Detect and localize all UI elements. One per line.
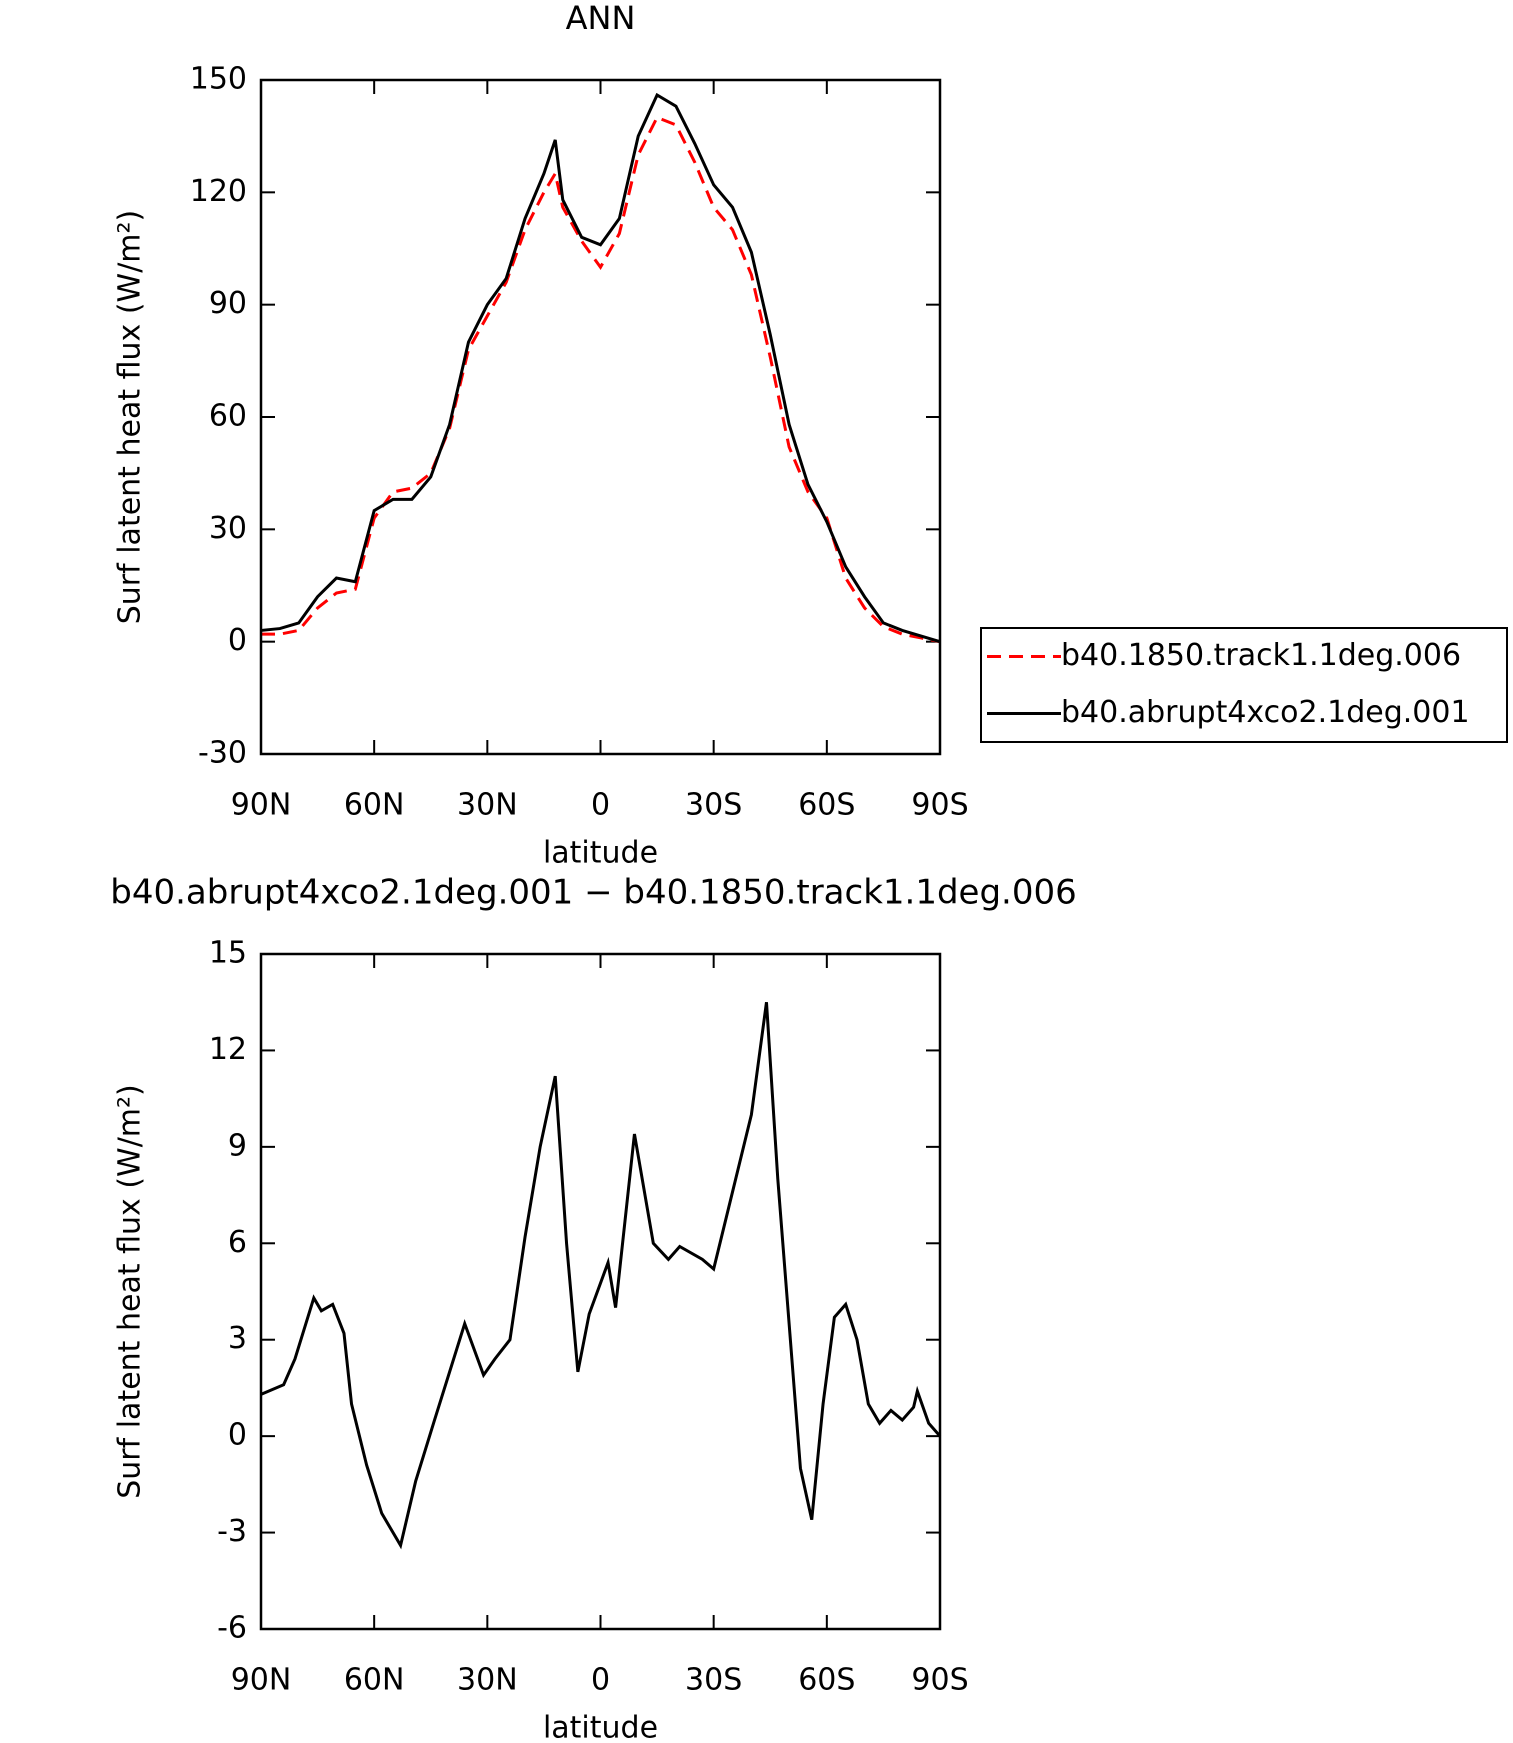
series-line	[260, 1002, 942, 1550]
chart-title: b40.abrupt4xco2.1deg.001 − b40.1850.trac…	[110, 873, 1077, 913]
plot-frame	[259, 78, 942, 756]
legend-label: b40.1850.track1.1deg.006	[1061, 638, 1461, 673]
x-tick-label: 30N	[457, 788, 518, 823]
x-tick-label: 60S	[798, 1663, 855, 1698]
x-tick-label: 30S	[685, 1663, 742, 1698]
legend-box	[980, 627, 1508, 743]
plot-frame	[259, 952, 942, 1631]
legend-label: b40.abrupt4xco2.1deg.001	[1061, 695, 1470, 730]
x-tick-label: 90N	[231, 1663, 292, 1698]
x-tick-label: 0	[591, 788, 610, 823]
chart-title: ANN	[566, 0, 636, 37]
x-tick-label: 60N	[344, 1663, 405, 1698]
x-tick-label: 90S	[911, 1663, 968, 1698]
x-tick-label: 0	[591, 1663, 610, 1698]
y-tick-label: 0	[228, 1418, 247, 1453]
x-tick-label: 60S	[798, 788, 855, 823]
x-tick-label: 60N	[344, 788, 405, 823]
x-tick-label: 90N	[231, 788, 292, 823]
y-tick-label: 30	[209, 511, 247, 546]
y-tick-label: 12	[209, 1032, 247, 1067]
y-tick-label: 0	[228, 623, 247, 658]
y-tick-label: 3	[228, 1321, 247, 1356]
y-tick-label: 90	[209, 286, 247, 321]
series-line	[260, 92, 941, 644]
y-tick-label: -6	[217, 1611, 247, 1646]
y-tick-label: 150	[190, 62, 247, 97]
y-tick-label: 6	[228, 1225, 247, 1260]
y-tick-label: 120	[190, 174, 247, 209]
y-tick-label: 9	[228, 1128, 247, 1163]
y-tick-label: 60	[209, 399, 247, 434]
x-axis-label: latitude	[543, 836, 658, 871]
y-axis-label: Surf latent heat flux (W/m²)	[113, 210, 148, 625]
x-tick-label: 90S	[911, 788, 968, 823]
x-tick-label: 30S	[685, 788, 742, 823]
y-tick-label: -3	[217, 1514, 247, 1549]
y-tick-label: 15	[209, 936, 247, 971]
y-axis-label: Surf latent heat flux (W/m²)	[113, 1084, 148, 1499]
y-tick-label: -30	[198, 736, 247, 771]
series-line	[261, 115, 941, 644]
x-tick-label: 30N	[457, 1663, 518, 1698]
x-axis-label: latitude	[543, 1711, 658, 1743]
